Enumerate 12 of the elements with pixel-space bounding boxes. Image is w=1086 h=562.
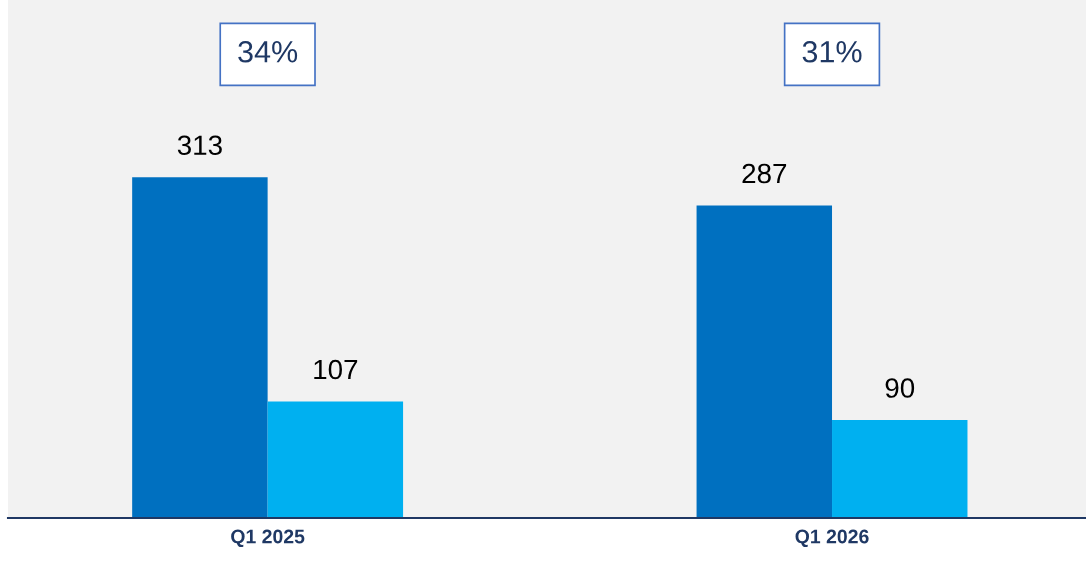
x-tick-label: Q1 2026	[795, 529, 869, 548]
data-label: 90	[885, 378, 915, 398]
data-label: 107	[314, 359, 358, 380]
data-label: 287	[742, 163, 787, 184]
bar	[696, 205, 833, 518]
text: 31%	[802, 40, 862, 63]
bar	[132, 177, 268, 518]
text: 34%	[238, 40, 298, 63]
bar	[832, 420, 968, 518]
data-label: 313	[177, 135, 222, 156]
bar	[267, 401, 404, 518]
x-tick-label: Q1 2025	[231, 529, 305, 548]
